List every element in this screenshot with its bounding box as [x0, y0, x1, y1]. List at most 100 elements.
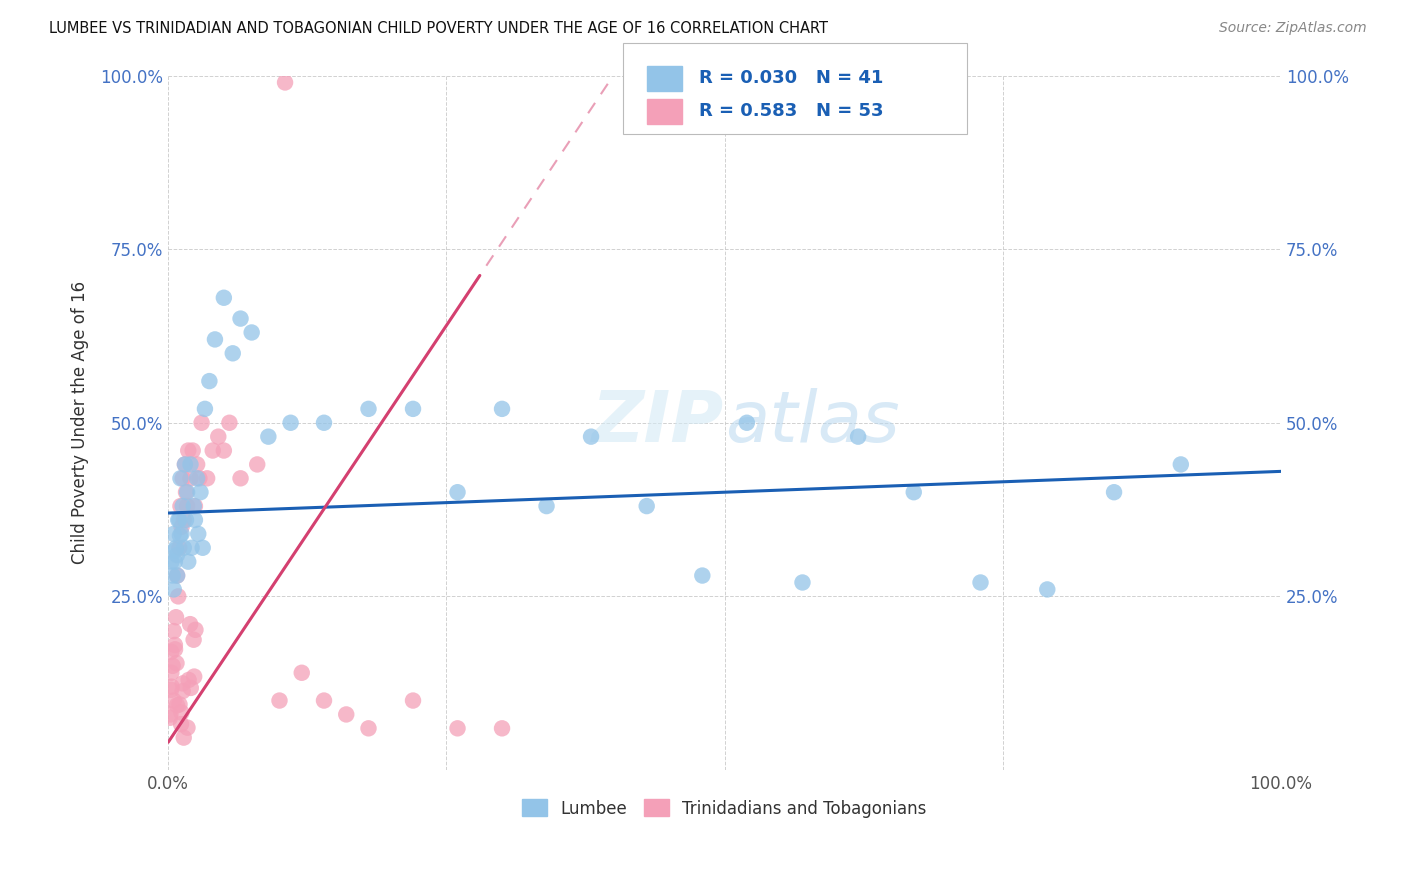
Point	[491, 401, 513, 416]
Point	[176, 499, 198, 513]
Point	[160, 555, 183, 569]
Point	[240, 326, 263, 340]
Point	[179, 617, 201, 632]
Point	[190, 416, 212, 430]
Point	[246, 458, 269, 472]
Point	[174, 485, 197, 500]
Text: R = 0.583   N = 53: R = 0.583 N = 53	[699, 103, 883, 120]
Point	[735, 416, 758, 430]
Point	[172, 471, 194, 485]
Y-axis label: Child Poverty Under the Age of 16: Child Poverty Under the Age of 16	[72, 281, 89, 565]
Point	[536, 499, 558, 513]
Point	[177, 555, 200, 569]
Point	[173, 513, 195, 527]
Point	[1036, 582, 1059, 597]
Point	[170, 706, 193, 720]
Point	[177, 673, 200, 687]
Point	[179, 471, 201, 485]
Point	[183, 632, 205, 647]
Point	[491, 722, 513, 736]
Point	[579, 430, 602, 444]
Point	[207, 430, 229, 444]
Point	[180, 681, 202, 695]
Point	[969, 575, 991, 590]
Point	[446, 485, 468, 500]
Point	[184, 499, 207, 513]
Text: atlas: atlas	[724, 388, 900, 458]
Point	[166, 568, 188, 582]
Point	[636, 499, 658, 513]
Point	[194, 401, 217, 416]
Point	[163, 527, 186, 541]
Point	[174, 513, 197, 527]
Point	[174, 458, 197, 472]
Point	[166, 656, 188, 670]
Point	[257, 430, 280, 444]
Point	[169, 698, 191, 712]
Point	[159, 707, 181, 722]
Point	[280, 416, 302, 430]
Point	[173, 731, 195, 745]
Point	[169, 528, 191, 542]
Point	[160, 680, 183, 694]
Point	[172, 676, 194, 690]
Point	[167, 590, 190, 604]
Point	[312, 416, 335, 430]
Point	[1102, 485, 1125, 500]
Point	[176, 485, 198, 500]
Point	[402, 401, 425, 416]
Point	[198, 374, 221, 388]
Legend: Lumbee, Trinidadians and Tobagonians: Lumbee, Trinidadians and Tobagonians	[516, 793, 934, 824]
Point	[166, 698, 188, 713]
Text: R = 0.030   N = 41: R = 0.030 N = 41	[699, 70, 883, 87]
Point	[169, 499, 191, 513]
Point	[160, 665, 183, 680]
Point	[274, 75, 297, 89]
Point	[166, 548, 188, 562]
Point	[160, 682, 183, 697]
Point	[186, 471, 208, 485]
Point	[212, 291, 235, 305]
Point	[163, 555, 186, 569]
Point	[160, 645, 183, 659]
Point	[903, 485, 925, 500]
Point	[183, 499, 205, 513]
Point	[172, 499, 194, 513]
Point	[163, 693, 186, 707]
Point	[335, 707, 357, 722]
Point	[166, 568, 188, 582]
Point	[183, 669, 205, 683]
Point	[170, 717, 193, 731]
Point	[692, 568, 714, 582]
Point	[222, 346, 245, 360]
Point	[291, 665, 314, 680]
Point	[201, 443, 224, 458]
Point	[187, 527, 209, 541]
Point	[846, 430, 869, 444]
Point	[172, 684, 194, 698]
Point	[180, 541, 202, 555]
Point	[163, 642, 186, 657]
Point	[269, 693, 291, 707]
Point	[179, 458, 201, 472]
Point	[163, 582, 186, 597]
Point	[357, 722, 380, 736]
Point	[174, 458, 197, 472]
Text: ZIP: ZIP	[592, 388, 724, 458]
Point	[402, 693, 425, 707]
Point	[170, 520, 193, 534]
Text: LUMBEE VS TRINIDADIAN AND TOBAGONIAN CHILD POVERTY UNDER THE AGE OF 16 CORRELATI: LUMBEE VS TRINIDADIAN AND TOBAGONIAN CHI…	[49, 21, 828, 36]
Point	[170, 527, 193, 541]
Point	[792, 575, 814, 590]
Point	[312, 693, 335, 707]
Point	[357, 401, 380, 416]
Point	[167, 513, 190, 527]
Point	[195, 471, 218, 485]
Point	[173, 541, 195, 555]
Point	[229, 311, 252, 326]
Point	[229, 471, 252, 485]
Point	[218, 416, 240, 430]
Point	[162, 568, 184, 582]
Point	[186, 458, 208, 472]
Point	[165, 541, 187, 555]
